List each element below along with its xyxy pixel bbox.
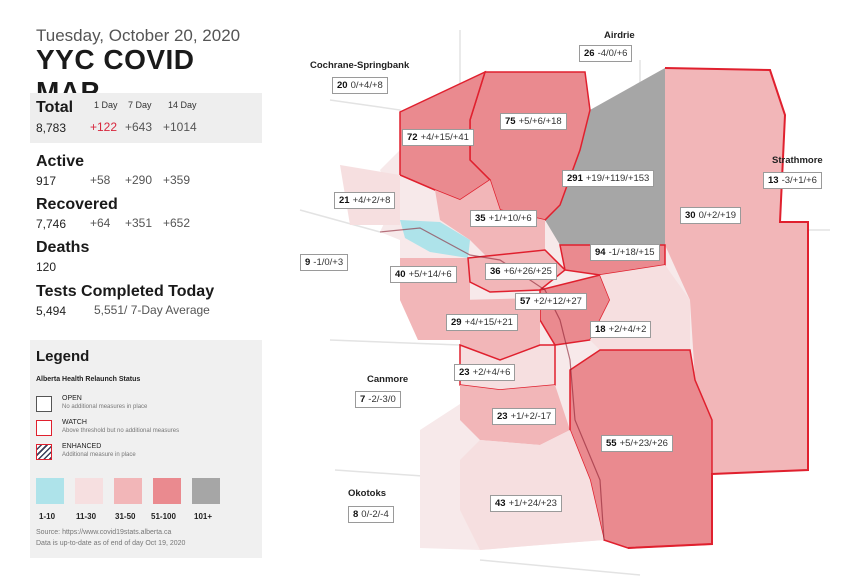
active-1-day: +58 — [90, 173, 111, 187]
area-label-c-57: 57 +2/+12/+27 — [515, 293, 587, 310]
legend: Legend Alberta Health Relaunch Status OP… — [30, 340, 262, 558]
range-swatch-101-plus — [192, 478, 220, 504]
tests-average: 5,551/ 7-Day Average — [94, 303, 210, 317]
enhanced-swatch — [36, 444, 52, 460]
open-name: OPEN — [62, 395, 82, 402]
range-swatch-11-30 — [75, 478, 103, 504]
recovered-value: 7,746 — [36, 217, 67, 231]
total-box — [30, 93, 262, 143]
place-airdrie: Airdrie — [604, 30, 635, 41]
range-swatch-31-50 — [114, 478, 142, 504]
range-label-101-plus: 101+ — [194, 512, 213, 521]
area-label-s-23a: 23 +2/+4/+6 — [454, 364, 516, 381]
area-label-cochrane: 20 0/+4/+8 — [332, 77, 388, 94]
active-14-day: +359 — [163, 173, 191, 187]
header-7-day: 7 Day — [128, 100, 152, 110]
watch-desc: Above threshold but no additional measur… — [62, 428, 180, 434]
area-label-airdrie: 26 -4/0/+6 — [579, 45, 633, 62]
source-text: Source: https://www.covid19stats.alberta… — [36, 529, 172, 536]
open-desc: No additional measures in place — [62, 404, 148, 410]
recovered-1-day: +64 — [90, 216, 111, 230]
recovered-label: Recovered — [36, 196, 118, 213]
open-swatch — [36, 396, 52, 412]
place-canmore: Canmore — [367, 374, 409, 385]
header-1-day: 1 Day — [94, 100, 118, 110]
range-label-31-50: 31-50 — [115, 512, 136, 521]
legend-title: Legend — [36, 348, 90, 365]
region-e-30 — [665, 68, 808, 474]
total-14-day: +1014 — [163, 120, 197, 134]
watch-name: WATCH — [62, 419, 87, 426]
total-1-day: +122 — [90, 120, 118, 134]
active-label: Active — [36, 153, 85, 170]
report-date: Tuesday, October 20, 2020 — [36, 26, 241, 45]
page-title: YYC COVID MAP — [36, 44, 195, 107]
region-ne-291 — [545, 68, 665, 245]
area-label-ne-291: 291 +19/+119/+153 — [562, 170, 655, 187]
place-okotoks: Okotoks — [348, 488, 387, 499]
recovered-14-day: +652 — [163, 216, 191, 230]
recovered-7-day: +351 — [125, 216, 153, 230]
enhanced-name: ENHANCED — [62, 443, 102, 450]
area-label-nw-72: 72 +4/+15/+41 — [402, 129, 474, 146]
updated-text: Data is up-to-date as of end of day Oct … — [36, 540, 186, 547]
area-label-se-55: 55 +5/+23/+26 — [601, 435, 673, 452]
area-label-w-40: 40 +5/+14/+6 — [390, 266, 457, 283]
tests-label: Tests Completed Today — [36, 283, 215, 300]
deaths-value: 120 — [36, 260, 57, 274]
area-label-strathmore: 13 -3/+1/+6 — [763, 172, 822, 189]
area-label-s-43: 43 +1/+24/+23 — [490, 495, 562, 512]
area-label-sw-29: 29 +4/+15/+21 — [446, 314, 518, 331]
area-label-c-36: 36 +6/+26/+25 — [485, 263, 557, 280]
area-label-nc-35: 35 +1/+10/+6 — [470, 210, 537, 227]
place-cochrane: Cochrane-Springbank — [310, 60, 410, 71]
area-label-w-9: 9 -1/0/+3 — [300, 254, 349, 271]
total-label: Total — [36, 99, 74, 116]
active-7-day: +290 — [125, 173, 153, 187]
total-value: 8,783 — [36, 121, 67, 135]
region-w-blue — [400, 220, 470, 258]
tests-value: 5,494 — [36, 304, 67, 318]
stats-panel: Tuesday, October 20, 2020 YYC COVID MAP … — [0, 0, 262, 588]
range-label-51-100: 51-100 — [151, 512, 176, 521]
watch-border-outline — [627, 67, 809, 549]
area-label-se-18: 18 +2/+4/+2 — [590, 321, 652, 338]
header-14-day: 14 Day — [168, 100, 197, 110]
range-label-11-30: 11-30 — [76, 512, 97, 521]
area-label-e-30: 30 0/+2/+19 — [680, 207, 742, 224]
area-label-okotoks: 8 0/-2/-4 — [348, 506, 394, 523]
active-value: 917 — [36, 174, 57, 188]
legend-subtitle: Alberta Health Relaunch Status — [36, 376, 141, 383]
range-swatch-51-100 — [153, 478, 181, 504]
area-label-n-75: 75 +5/+6/+18 — [500, 113, 567, 130]
watch-swatch — [36, 420, 52, 436]
area-label-canmore: 7 -2/-3/0 — [355, 391, 401, 408]
covid-map — [299, 30, 830, 576]
deaths-label: Deaths — [36, 239, 90, 256]
range-label-1-10: 1-10 — [39, 512, 56, 521]
place-strathmore: Strathmore — [772, 155, 823, 166]
range-swatch-1-10 — [36, 478, 64, 504]
total-7-day: +643 — [125, 120, 153, 134]
area-label-s-23b: 23 +1/+2/-17 — [492, 408, 557, 425]
enhanced-desc: Additional measure in place — [62, 452, 136, 458]
area-label-w-21: 21 +4/+2/+8 — [334, 192, 396, 209]
area-label-e-94: 94 -1/+18/+15 — [590, 244, 660, 261]
region-s-43 — [460, 430, 604, 550]
